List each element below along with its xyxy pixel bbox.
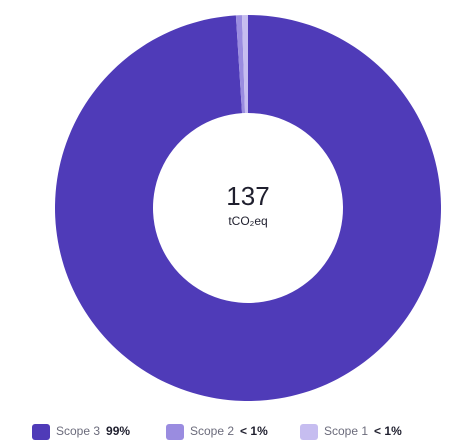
legend-value: < 1% [240,424,268,438]
legend-swatch [32,424,50,440]
legend-value: < 1% [374,424,402,438]
legend-swatch [166,424,184,440]
slice [235,15,246,114]
legend-label: Scope 1 [324,424,368,438]
legend-value: 99% [106,424,130,438]
center-unit: tCO₂eq [228,214,267,228]
center-total: 137 [226,181,269,211]
donut [54,15,441,401]
legend-label: Scope 3 [56,424,100,438]
slice [54,15,441,401]
legend-swatch [300,424,318,440]
legend: Scope 3 99% Scope 2 < 1% Scope 1 < 1% [32,424,402,440]
legend-label: Scope 2 [190,424,234,438]
slice [241,15,248,114]
